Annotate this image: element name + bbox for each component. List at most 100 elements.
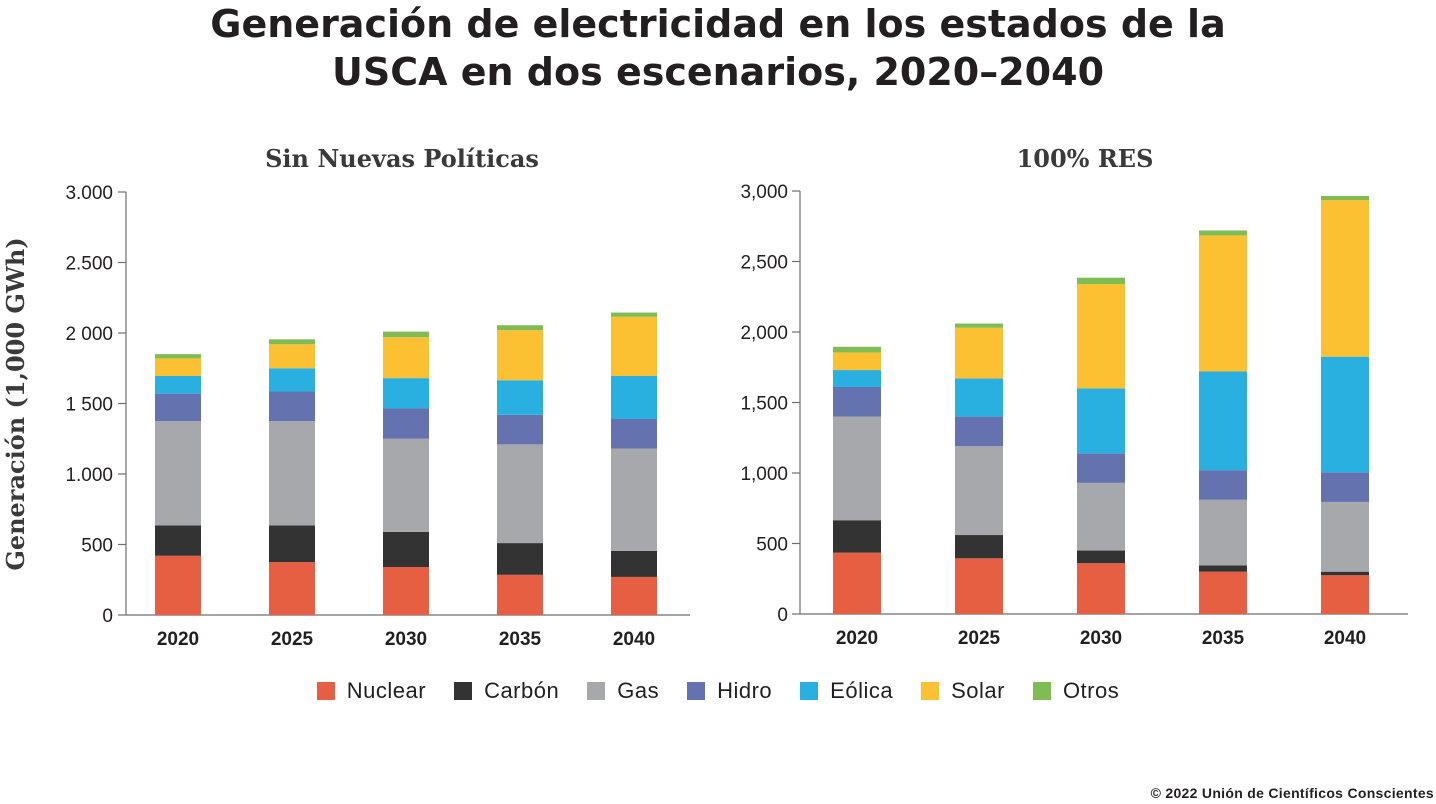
bar-segment-solar-2035 xyxy=(1199,235,1247,372)
bar-segment-otros-2035 xyxy=(1199,230,1247,236)
bar-segment-hidro-2020 xyxy=(833,386,881,417)
bar-segment-carbon-2025 xyxy=(955,535,1003,559)
bar-segment-nuclear-2020 xyxy=(155,555,201,615)
bar-segment-nuclear-2030 xyxy=(383,567,429,615)
x-tick-label: 2040 xyxy=(613,629,655,650)
bar-segment-eolica-2020 xyxy=(833,370,881,387)
x-tick-label: 2035 xyxy=(499,629,542,650)
bar-segment-solar-2020 xyxy=(833,352,881,371)
bar-segment-carbon-2040 xyxy=(611,550,657,577)
bar-segment-eolica-2025 xyxy=(269,368,315,392)
y-tick-label: 0 xyxy=(777,605,788,626)
chart-title: Generación de electricidad en los estado… xyxy=(0,0,1436,96)
bar-segment-solar-2035 xyxy=(497,330,543,381)
x-tick-label: 2020 xyxy=(157,629,199,650)
legend-label: Hidro xyxy=(717,678,773,703)
bar-segment-eolica-2040 xyxy=(611,376,657,420)
y-tick-label: 1.000 xyxy=(65,465,113,486)
bar-segment-eolica-2025 xyxy=(955,378,1003,417)
bar-segment-hidro-2040 xyxy=(1321,472,1369,502)
legend-swatch xyxy=(587,682,606,700)
panel-title: Sin Nuevas Políticas xyxy=(265,144,539,173)
legend-label: Carbón xyxy=(484,678,560,703)
y-tick-label: 2.500 xyxy=(65,254,113,275)
bar-segment-gas-2035 xyxy=(497,444,543,544)
bar-segment-eolica-2035 xyxy=(497,380,543,415)
bar-segment-nuclear-2030 xyxy=(1077,563,1125,614)
bar-segment-hidro-2030 xyxy=(1077,453,1125,483)
bar-segment-gas-2020 xyxy=(833,416,881,521)
y-tick-label: 1 500 xyxy=(65,395,113,416)
bar-segment-gas-2030 xyxy=(1077,482,1125,551)
bar-segment-otros-2030 xyxy=(1077,277,1125,285)
bar-segment-gas-2030 xyxy=(383,438,429,532)
y-tick-label: 0 xyxy=(102,606,113,627)
bar-segment-eolica-2030 xyxy=(1077,388,1125,454)
bar-segment-solar-2040 xyxy=(1321,200,1369,357)
x-tick-label: 2030 xyxy=(1080,628,1122,649)
y-tick-label: 500 xyxy=(81,536,113,557)
x-tick-label: 2040 xyxy=(1324,628,1366,649)
bar-segment-gas-2020 xyxy=(155,421,201,526)
bar-segment-hidro-2035 xyxy=(497,414,543,445)
legend-label: Solar xyxy=(951,678,1005,703)
panel-100-res: 100% RES 0 500 1,000 1,500 2,000 2,500 3,000 202… xyxy=(740,144,1408,649)
bar-segment-eolica-2035 xyxy=(1199,371,1247,471)
bar-segment-hidro-2025 xyxy=(955,416,1003,447)
x-tick-label: 2030 xyxy=(385,629,427,650)
chart-title-line-2: USCA en dos escenarios, 2020–2040 xyxy=(331,50,1105,94)
bar-segment-gas-2040 xyxy=(1321,501,1369,572)
bar-segment-nuclear-2035 xyxy=(497,574,543,615)
bar-segment-otros-2020 xyxy=(833,346,881,353)
bar-segment-hidro-2040 xyxy=(611,419,657,449)
bar-segment-hidro-2020 xyxy=(155,393,201,422)
bar-segment-solar-2025 xyxy=(955,327,1003,379)
legend-item-otros: Otros xyxy=(1032,678,1119,704)
y-tick-label: 2,000 xyxy=(740,323,788,344)
bar-segment-carbon-2030 xyxy=(383,531,429,568)
bar-segment-carbon-2035 xyxy=(1199,565,1247,572)
bar-segment-carbon-2030 xyxy=(1077,550,1125,564)
bar-segment-eolica-2030 xyxy=(383,378,429,409)
bar-segment-nuclear-2040 xyxy=(611,576,657,615)
legend-item-eolica: Eólica xyxy=(800,678,893,704)
bar-segment-otros-2025 xyxy=(269,339,315,345)
legend-swatch xyxy=(800,682,819,700)
legend-label: Eólica xyxy=(830,678,894,703)
y-tick-label: 2 000 xyxy=(65,324,113,345)
bar-segment-carbon-2020 xyxy=(155,525,201,556)
legend-swatch xyxy=(921,682,940,700)
bar-segment-hidro-2025 xyxy=(269,391,315,422)
bar-segment-nuclear-2040 xyxy=(1321,575,1369,614)
x-tick-label: 2025 xyxy=(958,628,1001,649)
x-tick-label: 2020 xyxy=(836,628,878,649)
bar-segment-otros-2035 xyxy=(497,325,543,331)
panel-title: 100% RES xyxy=(1017,144,1154,173)
bar-segment-hidro-2035 xyxy=(1199,470,1247,500)
legend-item-hidro: Hidro xyxy=(687,678,772,704)
bar-segment-solar-2030 xyxy=(1077,284,1125,389)
bar-segment-hidro-2030 xyxy=(383,408,429,439)
bar-segment-solar-2040 xyxy=(611,316,657,377)
bar-segment-carbon-2020 xyxy=(833,520,881,553)
y-axis-label: Generación (1,000 GWh) xyxy=(1,237,30,570)
panel-sin-nuevas-politicas: Sin Nuevas Políticas 0 500 1.000 1 500 2 000 2… xyxy=(65,144,690,650)
bar-segment-nuclear-2035 xyxy=(1199,571,1247,614)
bar-segment-solar-2025 xyxy=(269,344,315,369)
bar-segment-carbon-2035 xyxy=(497,543,543,575)
legend-label: Gas xyxy=(617,678,660,703)
bar-segment-gas-2040 xyxy=(611,448,657,551)
legend-swatch xyxy=(687,682,706,700)
y-tick-label: 1,000 xyxy=(740,464,788,485)
bar-segment-eolica-2040 xyxy=(1321,356,1369,473)
bar-segment-otros-2040 xyxy=(1321,195,1369,201)
bar-segment-gas-2025 xyxy=(269,421,315,526)
bar-segment-carbon-2040 xyxy=(1321,571,1369,576)
bar-segment-gas-2035 xyxy=(1199,499,1247,566)
y-tick-label: 3.000 xyxy=(65,183,113,204)
bar-segment-solar-2020 xyxy=(155,358,201,377)
chart-title-line-1: Generación de electricidad en los estado… xyxy=(210,2,1226,46)
bar-segment-nuclear-2020 xyxy=(833,552,881,614)
bar-segment-nuclear-2025 xyxy=(269,562,315,615)
